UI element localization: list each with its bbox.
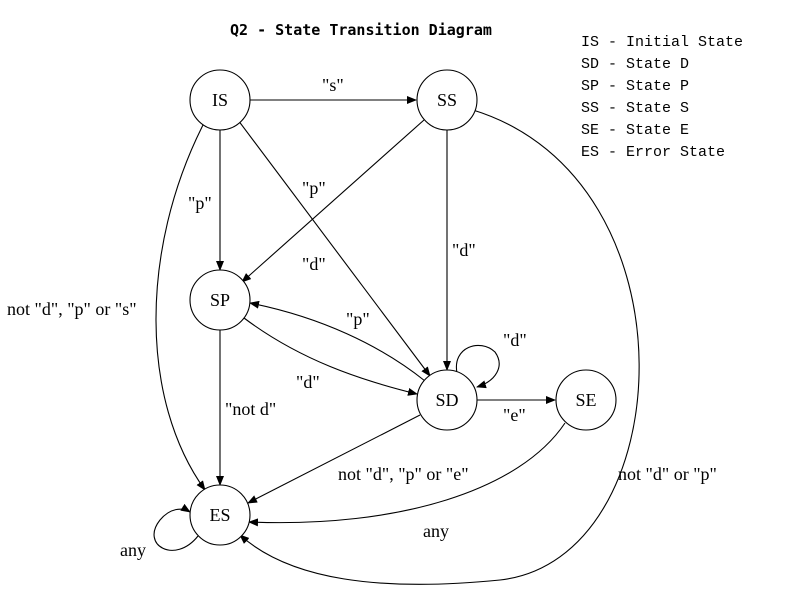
legend: IS - Initial State SD - State D SP - Sta… — [581, 34, 743, 161]
edge-se-es — [248, 422, 566, 527]
edge-sd-es — [247, 414, 421, 504]
edge-is-es — [155, 124, 206, 491]
label-ss-sp: "p" — [302, 178, 326, 198]
legend-item: IS - Initial State — [581, 34, 743, 51]
state-es: ES — [189, 484, 251, 546]
edge-sp-sd — [243, 317, 418, 396]
diagram-title: Q2 - State Transition Diagram — [230, 21, 492, 39]
state-sd: SD — [416, 369, 478, 431]
state-is: IS — [189, 69, 251, 131]
state-label: SS — [437, 90, 457, 110]
state-label: SD — [435, 390, 458, 410]
edge-es-self — [153, 503, 199, 551]
label-ss-es: not "d" or "p" — [618, 464, 717, 484]
legend-item: SS - State S — [581, 100, 689, 117]
legend-item: ES - Error State — [581, 144, 725, 161]
edge-is-sd — [237, 119, 431, 377]
state-circle — [189, 269, 251, 331]
state-circle — [416, 69, 478, 131]
legend-item: SE - State E — [581, 122, 689, 139]
edge-sd-self — [455, 344, 500, 389]
label-se-es: any — [423, 521, 449, 541]
label-is-sd: "d" — [302, 254, 326, 274]
state-circle — [555, 369, 617, 431]
edge-ss-es — [239, 109, 640, 585]
state-label: IS — [212, 90, 228, 110]
state-label: SP — [210, 290, 230, 310]
label-sd-sp: "p" — [346, 309, 370, 329]
legend-item: SP - State P — [581, 78, 689, 95]
state-se: SE — [555, 369, 617, 431]
label-sd-se: "e" — [503, 405, 526, 425]
state-ss: SS — [416, 69, 478, 131]
label-is-es: not "d", "p" or "s" — [7, 299, 137, 319]
state-label: SE — [575, 390, 596, 410]
label-es-self: any — [120, 540, 146, 560]
legend-item: SD - State D — [581, 56, 689, 73]
label-ss-sd: "d" — [452, 240, 476, 260]
label-is-ss: "s" — [322, 75, 344, 95]
label-sp-sd: "d" — [296, 372, 320, 392]
edge-sd-sp — [249, 300, 426, 382]
state-circle — [189, 484, 251, 546]
state-circle — [416, 369, 478, 431]
transition-labels: "s" "p" "p" "d" "d" not "d", "p" or "s" … — [7, 75, 717, 560]
label-sd-es: not "d", "p" or "e" — [338, 464, 469, 484]
transitions — [153, 96, 640, 585]
label-sp-es: "not d" — [225, 399, 276, 419]
label-sd-self: "d" — [503, 330, 527, 350]
state-sp: SP — [189, 269, 251, 331]
state-circle — [189, 69, 251, 131]
edge-ss-sp — [241, 119, 425, 283]
label-is-sp: "p" — [188, 193, 212, 213]
state-label: ES — [209, 505, 230, 525]
